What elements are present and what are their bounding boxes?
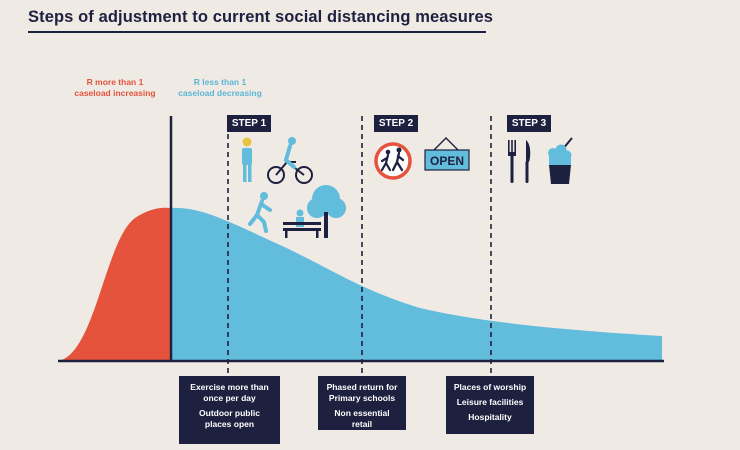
r-more-line1: R more than 1 — [86, 77, 144, 87]
decreasing-curve-area — [171, 207, 662, 361]
step3-measure-leisure: Leisure facilities — [456, 397, 524, 407]
increasing-curve-area — [58, 207, 171, 361]
step3-measure-hospitality: Hospitality — [468, 412, 512, 422]
title-underline — [28, 31, 486, 33]
fork-icon — [508, 140, 516, 183]
chart-title: Steps of adjustment to current social di… — [28, 8, 494, 26]
drink-cup-icon — [548, 137, 573, 184]
runner-icon — [248, 192, 272, 233]
standing-person-icon — [242, 137, 252, 182]
open-sign-text: OPEN — [430, 154, 464, 168]
step1-tag: STEP 1 — [227, 115, 271, 132]
cyclist-icon — [267, 137, 313, 184]
r-more-than-1-label: R more than 1 caseload increasing — [60, 77, 170, 99]
r-less-than-1-label: R less than 1 caseload decreasing — [166, 77, 274, 99]
step3-tag: STEP 3 — [507, 115, 551, 132]
step3-measures-box: Places of worship Leisure facilities Hos… — [446, 376, 534, 434]
step3-measure-worship: Places of worship — [453, 382, 527, 392]
step1-measures-box: Exercise more than once per day Outdoor … — [179, 376, 280, 444]
r-more-line2: caseload increasing — [74, 88, 156, 98]
step2-measure-schools: Phased return for Primary schools — [326, 382, 398, 403]
step1-measure-exercise: Exercise more than once per day — [190, 382, 269, 403]
open-sign-icon — [424, 137, 470, 171]
knife-icon — [525, 140, 531, 183]
step1-measure-outdoor: Outdoor public places open — [199, 408, 260, 429]
step2-tag: STEP 2 — [374, 115, 418, 132]
step2-measure-retail: Non essential retail — [334, 408, 390, 429]
children-crossing-icon — [374, 142, 412, 180]
r-less-line2: caseload decreasing — [178, 88, 262, 98]
step2-measures-box: Phased return for Primary schools Non es… — [318, 376, 406, 430]
r-less-line1: R less than 1 — [193, 77, 247, 87]
tree-icon — [307, 185, 346, 238]
park-bench-icon — [283, 209, 321, 238]
